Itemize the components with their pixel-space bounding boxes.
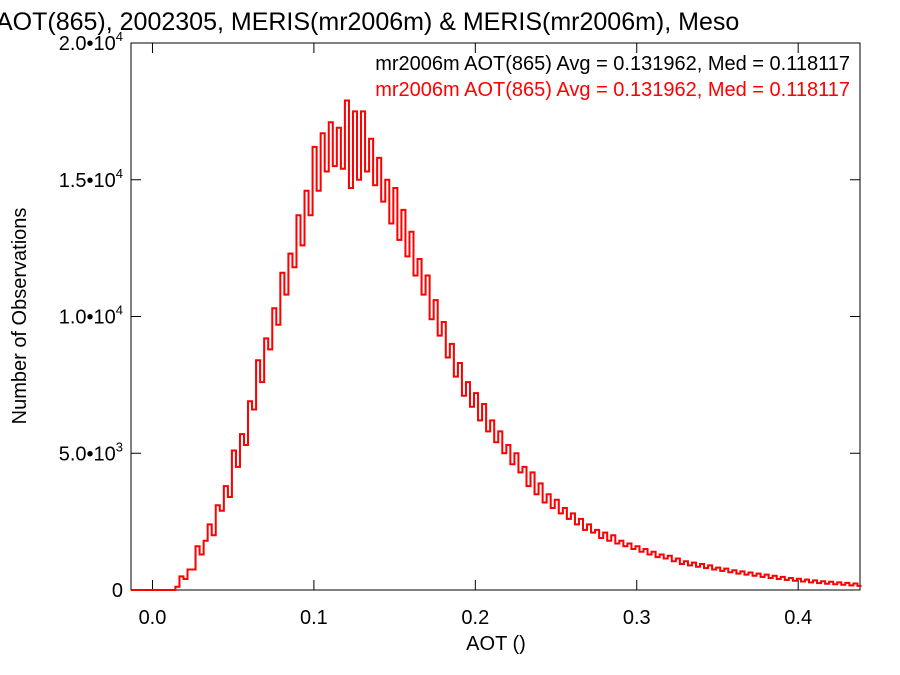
x-axis: 0.0 0.1 0.2 0.3 0.4 bbox=[139, 43, 812, 629]
y-axis-label: Number of Observations bbox=[9, 208, 31, 425]
legend: mr2006m AOT(865) Avg = 0.131962, Med = 0… bbox=[375, 53, 850, 101]
legend-entry: mr2006m AOT(865) Avg = 0.131962, Med = 0… bbox=[375, 79, 850, 101]
x-tick-label: 0.0 bbox=[139, 607, 167, 629]
x-tick-label: 0.4 bbox=[784, 607, 812, 629]
series-layer bbox=[131, 99, 862, 591]
y-tick-label: 5.0•103 bbox=[59, 439, 123, 465]
x-tick-label: 0.2 bbox=[461, 607, 489, 629]
histogram-series-red bbox=[131, 99, 862, 591]
histogram-series-black bbox=[131, 99, 862, 591]
y-tick-label: 1.5•104 bbox=[59, 166, 123, 192]
chart-title: AOT(865), 2002305, MERIS(mr2006m) & MERI… bbox=[0, 8, 739, 36]
legend-entry: mr2006m AOT(865) Avg = 0.131962, Med = 0… bbox=[375, 53, 850, 75]
x-tick-label: 0.3 bbox=[623, 607, 651, 629]
x-axis-label: AOT () bbox=[466, 633, 526, 655]
y-axis: 0 5.0•103 1.0•104 1.5•104 2.0•104 bbox=[59, 29, 860, 602]
y-tick-label: 0 bbox=[112, 580, 123, 602]
plot-frame bbox=[130, 42, 861, 591]
y-tick-label: 2.0•104 bbox=[59, 29, 123, 55]
x-tick-label: 0.1 bbox=[300, 607, 328, 629]
y-tick-label: 1.0•104 bbox=[59, 303, 123, 329]
